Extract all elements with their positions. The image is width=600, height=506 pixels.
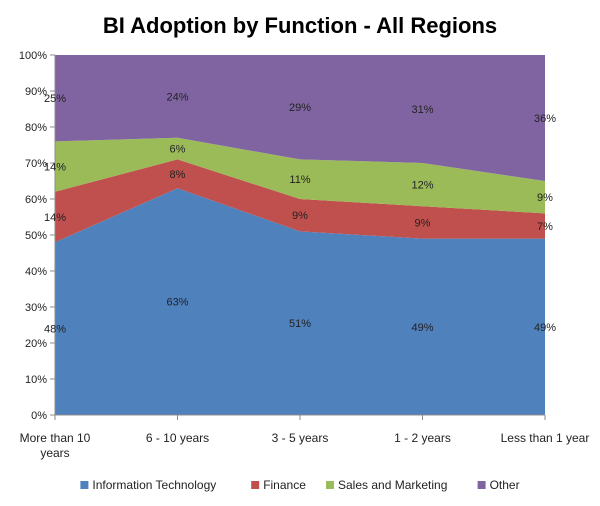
data-label: 9% <box>415 217 431 229</box>
legend-label: Information Technology <box>92 478 216 492</box>
data-label: 6% <box>170 144 186 156</box>
plot-area <box>55 55 545 415</box>
legend-swatch <box>326 481 334 489</box>
y-tick-label: 80% <box>25 122 47 134</box>
y-tick-label: 40% <box>25 266 47 278</box>
area-information-technology <box>55 188 545 415</box>
data-label: 25% <box>44 93 66 105</box>
y-tick-label: 30% <box>25 302 47 314</box>
data-label: 36% <box>534 113 556 125</box>
x-tick-label: 1 - 2 years <box>394 431 451 445</box>
data-label: 14% <box>44 212 66 224</box>
data-label: 11% <box>289 174 310 186</box>
y-tick-label: 90% <box>25 86 47 98</box>
x-tick-label: More than 10 years <box>20 431 91 460</box>
data-label: 49% <box>534 322 556 334</box>
x-tick-label: 3 - 5 years <box>272 431 329 445</box>
axes: 0% 10% 20% 30% 40% 50% 60% 70% 80% 90% 100% More th… <box>19 50 590 460</box>
legend-swatch <box>80 481 89 489</box>
x-tick-label: Less than 1 year <box>501 431 590 445</box>
data-label: 51% <box>289 318 311 330</box>
data-label: 49% <box>411 322 433 334</box>
legend-label: Finance <box>263 478 306 492</box>
area-finance <box>55 159 545 243</box>
area-other <box>55 55 545 181</box>
data-label: 31% <box>411 104 433 116</box>
chart-title: BI Adoption by Function - All Regions <box>103 13 497 38</box>
data-label: 9% <box>292 210 308 222</box>
y-tick-label: 20% <box>25 338 47 350</box>
data-label: 14% <box>44 162 66 174</box>
y-tick-label: 70% <box>25 158 47 170</box>
legend: Information Technology Finance Sales and M… <box>80 478 520 492</box>
data-label: 48% <box>44 324 66 336</box>
y-tick-label: 100% <box>19 50 47 62</box>
area-sales-and-marketing <box>55 137 545 214</box>
data-label: 8% <box>170 169 186 181</box>
legend-swatch <box>251 481 260 489</box>
data-label: 63% <box>166 297 188 309</box>
data-label: 12% <box>411 180 433 192</box>
data-label: 24% <box>166 91 188 103</box>
data-label: 7% <box>537 221 553 233</box>
legend-swatch <box>477 481 486 489</box>
legend-label: Other <box>490 478 520 492</box>
y-tick-label: 10% <box>25 374 47 386</box>
y-tick-label: 50% <box>25 230 47 242</box>
x-tick-label: 6 - 10 years <box>146 431 209 445</box>
data-labels: 48% 63% 51% 49% 49% 14% 8% 9% 9% 7% 14% 6% 11% 12% 9% 2… <box>44 91 556 335</box>
legend-label: Sales and Marketing <box>338 478 447 492</box>
data-label: 9% <box>537 192 553 204</box>
y-tick-label: 60% <box>25 194 47 206</box>
y-tick-label: 0% <box>31 410 47 422</box>
data-label: 29% <box>289 102 311 114</box>
